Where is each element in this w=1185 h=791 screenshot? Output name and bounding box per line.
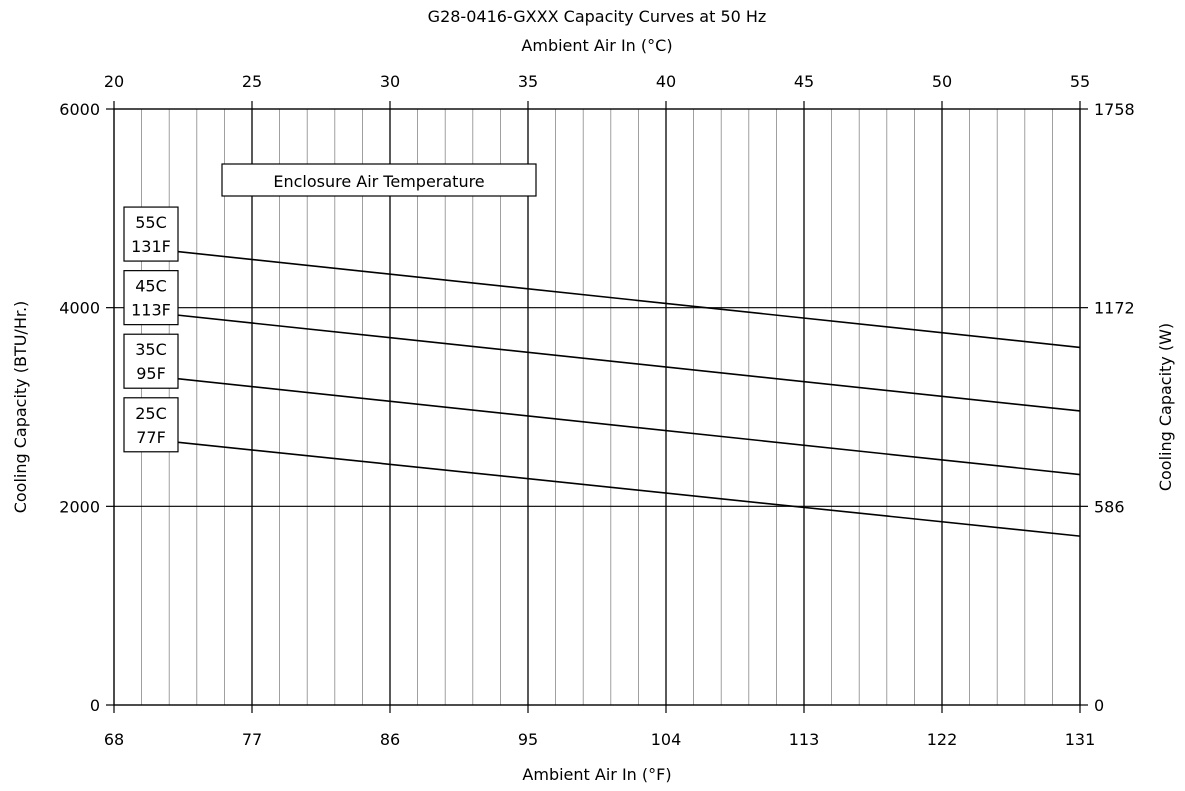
right-tick-labels: 0 586 1172 1758 <box>1094 100 1135 715</box>
right-axis-label: Cooling Capacity (W) <box>1156 323 1175 491</box>
top-tick-label: 35 <box>518 72 538 91</box>
y-axis-label: Cooling Capacity (BTU/Hr.) <box>11 301 30 514</box>
series-label-text: 131F <box>131 237 171 256</box>
series-label-box <box>123 270 179 326</box>
x-axis-label: Ambient Air In (°F) <box>522 765 671 784</box>
series-label-box <box>123 397 179 453</box>
series-label-text: 113F <box>131 301 171 320</box>
x-tick-label: 77 <box>242 730 262 749</box>
series-line <box>144 247 1081 349</box>
series-line <box>144 437 1081 537</box>
series-line <box>144 374 1081 476</box>
top-tick-label: 40 <box>656 72 676 91</box>
minor-grid <box>141 109 1053 705</box>
x-tick-label: 122 <box>927 730 958 749</box>
x-tick-label: 95 <box>518 730 538 749</box>
series-labels: 55C 131F 45C 113F 35C 95F 25C 77F <box>123 206 179 453</box>
right-tick-label: 586 <box>1094 497 1125 516</box>
series-lines <box>144 247 1081 537</box>
series-label-box <box>123 206 179 262</box>
top-axis-label: Ambient Air In (°C) <box>521 36 672 55</box>
top-tick-label: 45 <box>794 72 814 91</box>
series-label-box <box>123 333 179 389</box>
series-label-text: 25C <box>135 404 167 423</box>
series-line <box>144 310 1081 412</box>
y-tick-label: 0 <box>90 696 100 715</box>
plot-frame <box>113 108 1081 706</box>
legend-title: Enclosure Air Temperature <box>273 172 484 191</box>
legend-title-box: Enclosure Air Temperature <box>221 163 537 197</box>
right-tick-label: 1758 <box>1094 100 1135 119</box>
right-tick-label: 1172 <box>1094 299 1135 318</box>
series-label-text: 55C <box>135 213 167 232</box>
series-label-text: 45C <box>135 277 167 296</box>
top-tick-label: 30 <box>380 72 400 91</box>
top-tick-label: 55 <box>1070 72 1090 91</box>
top-tick-label: 50 <box>932 72 952 91</box>
x-tick-label: 131 <box>1065 730 1096 749</box>
series-label-text: 35C <box>135 340 167 359</box>
x-tick-label: 86 <box>380 730 400 749</box>
top-tick-labels: 20 25 30 35 40 45 50 55 <box>104 72 1090 91</box>
axis-ticks <box>106 101 1088 713</box>
bottom-tick-labels: 68 77 86 95 104 113 122 131 <box>104 730 1095 749</box>
y-tick-label: 6000 <box>59 100 100 119</box>
chart-title: G28-0416-GXXX Capacity Curves at 50 Hz <box>428 7 767 26</box>
series-label-text: 95F <box>136 364 166 383</box>
left-tick-labels: 0 2000 4000 6000 <box>59 100 100 715</box>
top-tick-label: 20 <box>104 72 124 91</box>
right-tick-label: 0 <box>1094 696 1104 715</box>
major-grid <box>114 109 1080 705</box>
x-tick-label: 113 <box>789 730 820 749</box>
series-label-text: 77F <box>136 428 166 447</box>
x-tick-label: 68 <box>104 730 124 749</box>
top-tick-label: 25 <box>242 72 262 91</box>
y-tick-label: 2000 <box>59 497 100 516</box>
y-tick-label: 4000 <box>59 299 100 318</box>
x-tick-label: 104 <box>651 730 682 749</box>
